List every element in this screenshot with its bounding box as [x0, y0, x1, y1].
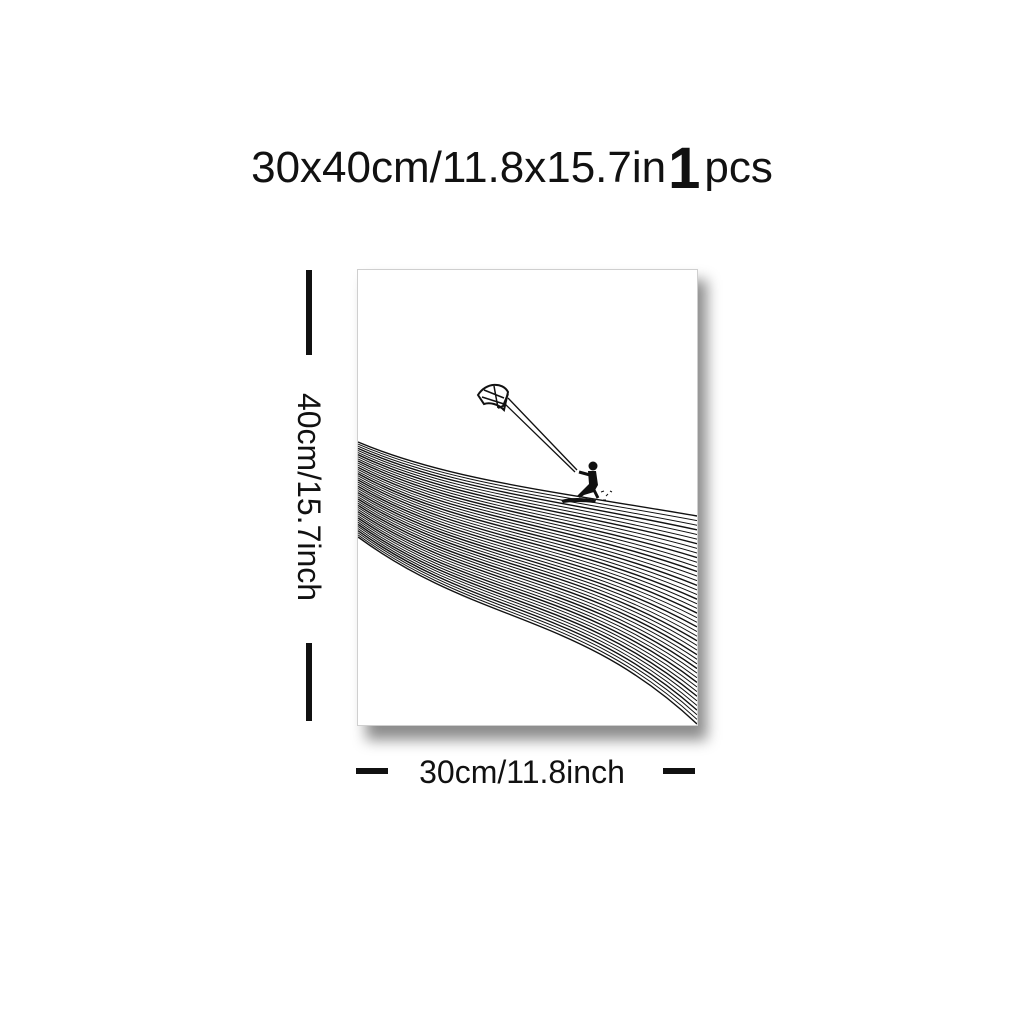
- flowing-wave-lines: [358, 441, 697, 725]
- wave-line: [358, 464, 697, 568]
- kitesurfer-artwork: [358, 383, 697, 725]
- wave-line: [358, 513, 697, 674]
- wave-line: [358, 447, 697, 531]
- wave-line: [358, 471, 697, 582]
- wave-line: [358, 479, 697, 600]
- wave-line: [358, 496, 697, 637]
- kite: [476, 383, 510, 412]
- wave-line: [358, 507, 697, 660]
- wave-line: [358, 452, 697, 540]
- wave-line: [358, 521, 697, 693]
- wave-line: [358, 458, 697, 554]
- wave-line: [358, 449, 697, 535]
- wave-line: [358, 469, 697, 577]
- wave-line: [358, 441, 697, 517]
- kitesurfer-figure: [561, 461, 613, 503]
- wave-line: [358, 536, 697, 725]
- wave-line: [358, 473, 697, 586]
- wave-line: [358, 500, 697, 646]
- wave-line: [358, 494, 697, 632]
- wave-line: [358, 509, 697, 665]
- wave-line: [358, 485, 697, 614]
- height-dimension-bar-bottom: [306, 643, 312, 721]
- height-dimension-label: 40cm/15.7inch: [291, 392, 327, 602]
- wave-line: [358, 483, 697, 609]
- size-text: 30x40cm/11.8x15.7in: [251, 143, 667, 192]
- wave-line: [358, 481, 697, 605]
- quantity-number: 1: [668, 136, 701, 201]
- wave-line: [358, 511, 697, 670]
- wave-line: [358, 443, 697, 522]
- height-dimension-bar-top: [306, 270, 312, 355]
- kite-lines: [503, 397, 578, 473]
- wave-line: [358, 477, 697, 596]
- wave-line: [358, 475, 697, 591]
- wave-line: [358, 498, 697, 642]
- wave-line: [358, 515, 697, 679]
- product-size-heading: 30x40cm/11.8x15.7in1pcs: [0, 135, 1024, 198]
- wave-line: [358, 530, 697, 711]
- wave-line: [358, 466, 697, 573]
- width-dimension-bar-left: [356, 768, 388, 774]
- wave-line: [358, 492, 697, 628]
- wave-line: [358, 504, 697, 656]
- wave-line: [358, 528, 697, 706]
- width-dimension-bar-right: [663, 768, 695, 774]
- quantity-unit: pcs: [704, 143, 773, 192]
- wave-line: [358, 445, 697, 526]
- wave-line: [358, 502, 697, 651]
- wave-line: [358, 454, 697, 545]
- wave-line: [358, 534, 697, 720]
- wave-line: [358, 456, 697, 549]
- canvas-print: [357, 269, 698, 726]
- wave-line: [358, 526, 697, 702]
- wave-line: [358, 519, 697, 688]
- wave-line: [358, 462, 697, 563]
- width-dimension-label: 30cm/11.8inch: [419, 754, 625, 790]
- wave-line: [358, 523, 697, 697]
- wave-line: [358, 490, 697, 623]
- wave-line: [358, 488, 697, 619]
- wave-line: [358, 517, 697, 683]
- wave-line: [358, 460, 697, 559]
- wave-line: [358, 532, 697, 716]
